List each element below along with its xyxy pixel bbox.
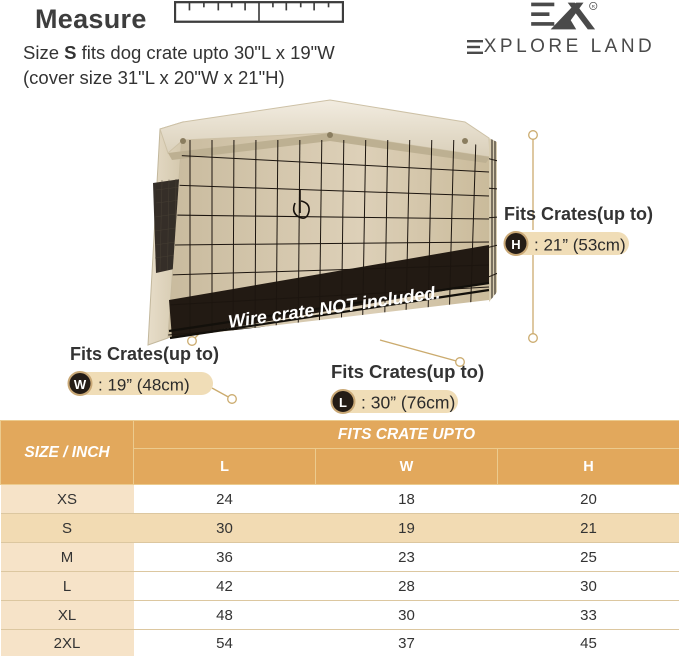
svg-text:: 30” (76cm): : 30” (76cm) [361,393,455,413]
svg-text:L: L [339,395,347,410]
